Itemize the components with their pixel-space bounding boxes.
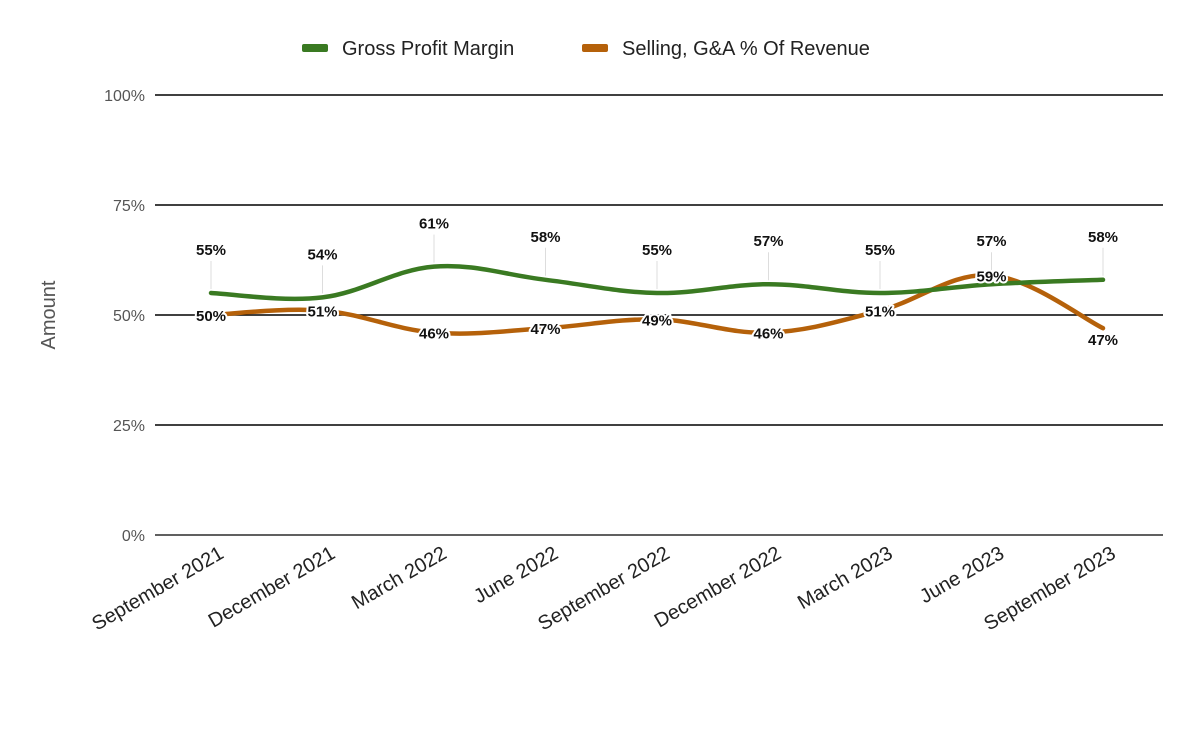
legend-swatch [302, 44, 328, 52]
data-label-sga: 47% [1088, 332, 1118, 349]
data-label-sga: 46% [753, 326, 783, 343]
y-tick-label: 0% [122, 528, 145, 545]
legend-label: Selling, G&A % Of Revenue [622, 38, 870, 60]
data-label-sga: 49% [642, 312, 672, 329]
series-line-0 [208, 263, 1106, 302]
x-tick-label: March 2022 [348, 542, 450, 614]
series-line-1 [208, 272, 1106, 336]
data-label-sga: 47% [530, 321, 560, 338]
data-label-sga: 51% [307, 304, 337, 321]
y-tick-label: 75% [113, 198, 145, 215]
data-label-sga: 50% [196, 308, 226, 325]
series-lines [208, 263, 1106, 336]
x-tick-label: March 2023 [794, 542, 896, 614]
legend: Gross Profit Margin Selling, G&A % Of Rev… [302, 38, 870, 60]
y-tick-label: 50% [113, 308, 145, 325]
x-tick-label: September 2021 [88, 542, 227, 635]
y-tick-label: 100% [104, 88, 145, 105]
x-tick-label: June 2022 [470, 542, 562, 608]
label-leader-lines [210, 234, 1104, 294]
data-label-gross-profit: 57% [976, 233, 1006, 250]
x-tick-label: December 2022 [651, 542, 785, 632]
y-axis-title: Amount [38, 280, 60, 349]
legend-label: Gross Profit Margin [342, 38, 514, 60]
data-label-sga: 59% [976, 268, 1006, 285]
data-label-gross-profit: 58% [530, 229, 560, 246]
y-axis-ticks: 0% 25% 50% 75% 100% [104, 88, 145, 545]
x-tick-label: December 2021 [205, 542, 339, 632]
data-label-gross-profit: 54% [307, 246, 337, 263]
data-label-gross-profit: 61% [419, 216, 449, 233]
x-tick-label: June 2023 [916, 542, 1008, 608]
data-label-gross-profit: 58% [1088, 229, 1118, 246]
data-label-gross-profit: 57% [753, 233, 783, 250]
data-label-sga: 46% [419, 326, 449, 343]
data-label-gross-profit: 55% [865, 242, 895, 259]
data-label-gross-profit: 55% [642, 242, 672, 259]
data-label-gross-profit: 55% [196, 242, 226, 259]
legend-swatch [582, 44, 608, 52]
data-label-sga: 51% [865, 304, 895, 321]
y-tick-label: 25% [113, 418, 145, 435]
gridlines [155, 94, 1163, 536]
data-labels: 55% 54% 61% 58% 55% 57% 55% 57% 58% 50% 51% 46% 47% 4… [194, 216, 1120, 352]
